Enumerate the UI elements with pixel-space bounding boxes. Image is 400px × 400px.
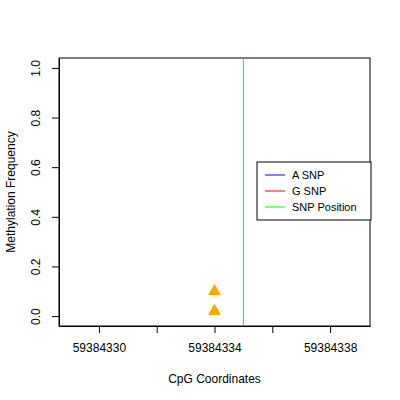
y-axis: 0.0 0.2 0.4 0.6 0.8 1.0 — [29, 59, 60, 327]
x-tick: 59384334 — [188, 326, 242, 355]
y-tick-label: 0.8 — [29, 109, 43, 126]
x-tick-label: 59384334 — [188, 341, 242, 355]
x-tick-label: 59384338 — [304, 341, 358, 355]
point — [209, 305, 220, 315]
x-tick-mark — [157, 326, 158, 333]
y-tick: 1.0 — [29, 60, 59, 77]
y-axis-title: Methylation Frequency — [4, 131, 18, 252]
x-tick: 59384330 — [73, 326, 127, 355]
y-tick-label: 0.2 — [29, 258, 43, 275]
legend-swatch — [265, 207, 285, 208]
x-tick-mark — [215, 326, 216, 333]
plot-frame — [59, 58, 370, 326]
y-tick: 0.2 — [29, 258, 59, 275]
legend-label: G SNP — [292, 185, 326, 197]
y-tick: 0.6 — [29, 159, 59, 176]
x-tick-mark — [330, 326, 331, 333]
x-tick-mark — [99, 326, 100, 333]
y-tick-mark — [52, 68, 59, 69]
y-tick-label: 1.0 — [29, 60, 43, 77]
x-axis-title: CpG Coordinates — [168, 372, 261, 386]
legend-label: A SNP — [292, 169, 324, 181]
chart: 59384330 59384334 59384338 0.0 0.2 0.4 0.6 0.8 1… — [0, 0, 400, 400]
y-tick-mark — [52, 266, 59, 267]
y-tick-mark — [52, 167, 59, 168]
x-axis: 59384330 59384334 59384338 — [60, 326, 371, 355]
x-tick: 59384338 — [304, 326, 358, 355]
y-tick-mark — [52, 316, 59, 317]
y-tick-mark — [52, 118, 59, 119]
x-tick — [157, 326, 158, 333]
x-tick-label: 59384330 — [73, 341, 127, 355]
legend-box — [257, 162, 371, 220]
y-tick-label: 0.4 — [29, 209, 43, 226]
y-tick: 0.0 — [29, 308, 59, 325]
legend-swatch — [265, 175, 285, 176]
point — [209, 285, 220, 295]
y-tick: 0.8 — [29, 109, 59, 126]
x-tick-mark — [272, 326, 273, 333]
y-tick: 0.4 — [29, 209, 59, 226]
y-tick-mark — [52, 217, 59, 218]
y-tick-label: 0.0 — [29, 308, 43, 325]
legend: A SNP G SNP SNP Position — [257, 162, 371, 220]
y-tick-label: 0.6 — [29, 159, 43, 176]
legend-swatch — [265, 191, 285, 192]
legend-label: SNP Position — [292, 201, 357, 213]
plot-area — [209, 58, 244, 326]
snp-position-line — [243, 58, 244, 326]
x-tick — [272, 326, 273, 333]
